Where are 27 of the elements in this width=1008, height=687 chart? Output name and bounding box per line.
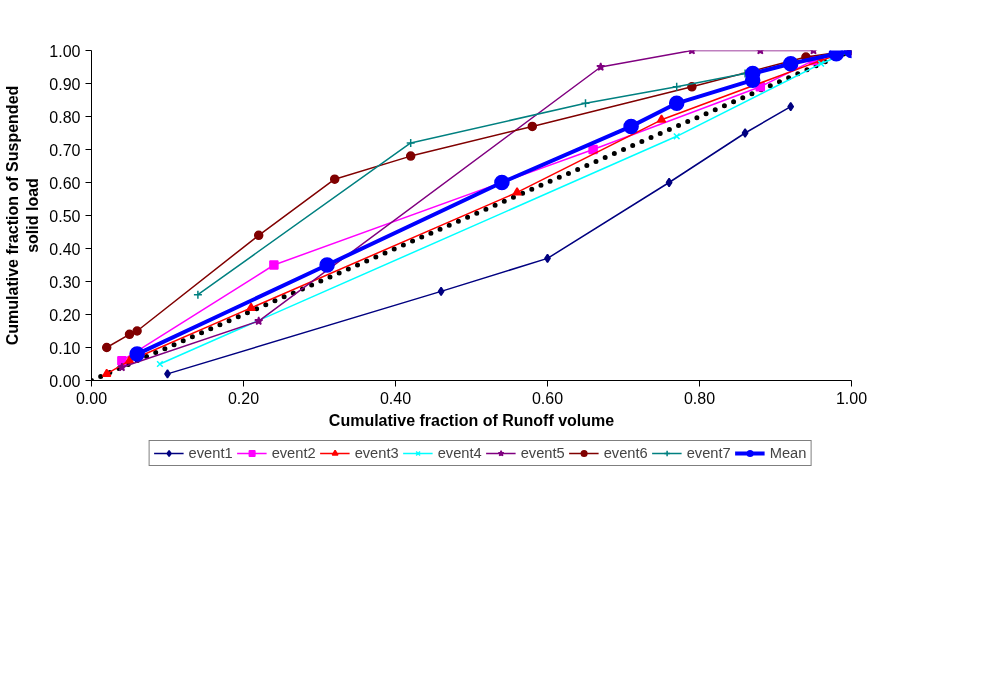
y-tick-label: 0.20 — [49, 306, 81, 324]
x-tick-label: 0.80 — [683, 389, 716, 407]
legend-label: event5 — [520, 445, 565, 461]
y-axis-title: Cumulative fraction of Suspended solid load — [3, 85, 42, 346]
x-tick-label: 0.20 — [227, 389, 260, 407]
legend-label: event7 — [686, 445, 731, 461]
x-tick-label: 0.40 — [379, 389, 412, 407]
x-tick-label: 0.60 — [531, 389, 564, 407]
y-tick-label: 0.50 — [49, 207, 81, 225]
x-tick-label: 0.00 — [75, 389, 108, 407]
legend-label: event1 — [188, 445, 233, 461]
legend-label: event6 — [603, 445, 648, 461]
y-tick-label: 0.30 — [49, 273, 81, 291]
y-tick-label: 0.90 — [49, 75, 81, 93]
y-tick-label: 0.60 — [49, 174, 81, 192]
y-tick-label: 0.40 — [49, 240, 81, 258]
x-tick-label: 1.00 — [835, 389, 868, 407]
y-tick-label: 0.70 — [49, 141, 81, 159]
legend-label: Mean — [769, 445, 807, 461]
y-tick-label: 0.10 — [49, 339, 81, 357]
legend-label: event3 — [354, 445, 399, 461]
y-tick-label: 0.00 — [49, 372, 81, 390]
y-tick-label: 0.80 — [49, 108, 81, 126]
legend-label: event2 — [271, 445, 316, 461]
x-axis-title: Cumulative fraction of Runoff volume — [328, 411, 615, 429]
y-tick-label: 1.00 — [49, 42, 81, 60]
legend-label: event4 — [437, 445, 482, 461]
